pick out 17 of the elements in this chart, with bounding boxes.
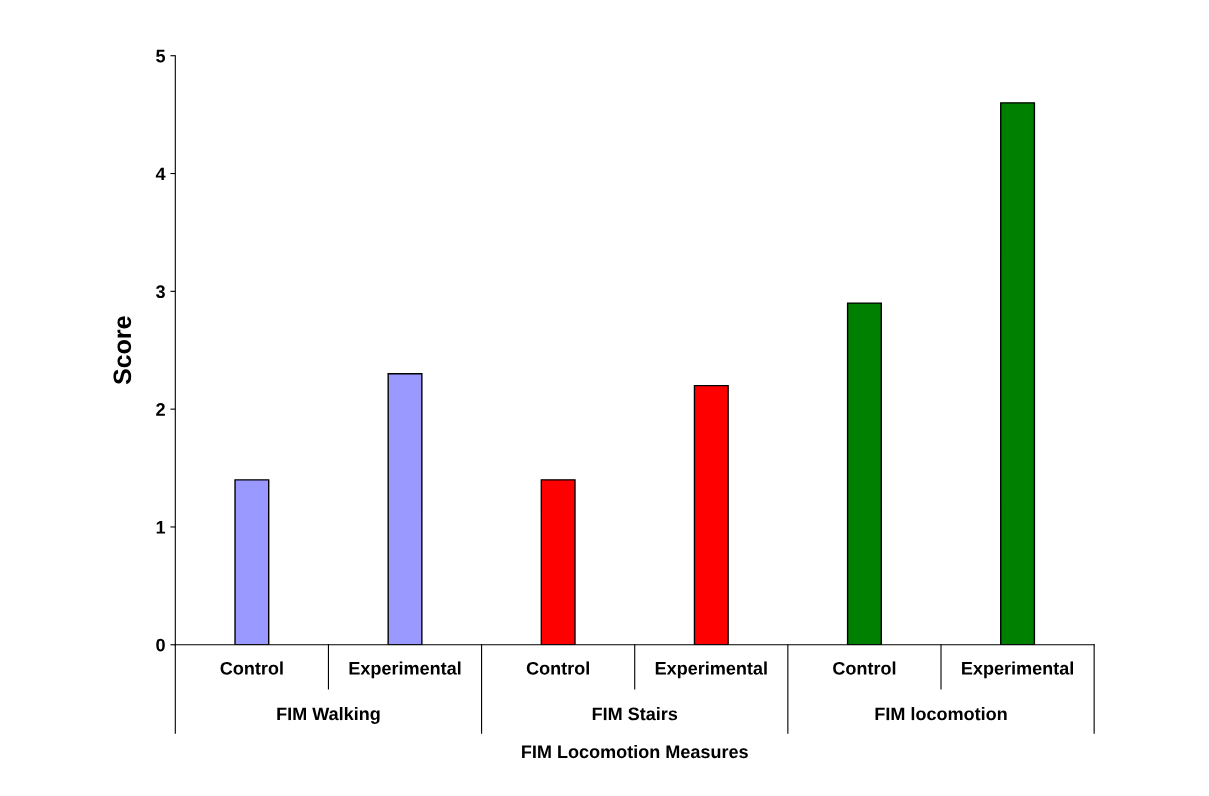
x-axis-title: FIM Locomotion Measures: [522, 744, 748, 759]
y-tick-label: 3: [155, 285, 165, 299]
y-tick-label: 0: [156, 638, 165, 652]
y-tick-label: 1: [156, 521, 166, 534]
text: FIM Stairs: [592, 707, 678, 721]
y-tick-label: 2: [156, 403, 165, 416]
x-tick-label: Control: [526, 661, 589, 675]
y-tick-label: 4: [155, 167, 166, 181]
y-tick-label: 5: [156, 49, 166, 63]
text: FIM locomotion: [875, 707, 1007, 721]
x-tick-label: Experimental: [349, 661, 461, 679]
x-tick-label: Experimental: [655, 661, 767, 679]
x-tick-label: Control: [833, 661, 896, 675]
x-tick-label: Experimental: [962, 661, 1073, 679]
y-axis-title: Score: [113, 316, 132, 385]
x-tick-label: Control: [220, 661, 283, 675]
text: FIM Walking: [277, 706, 380, 724]
